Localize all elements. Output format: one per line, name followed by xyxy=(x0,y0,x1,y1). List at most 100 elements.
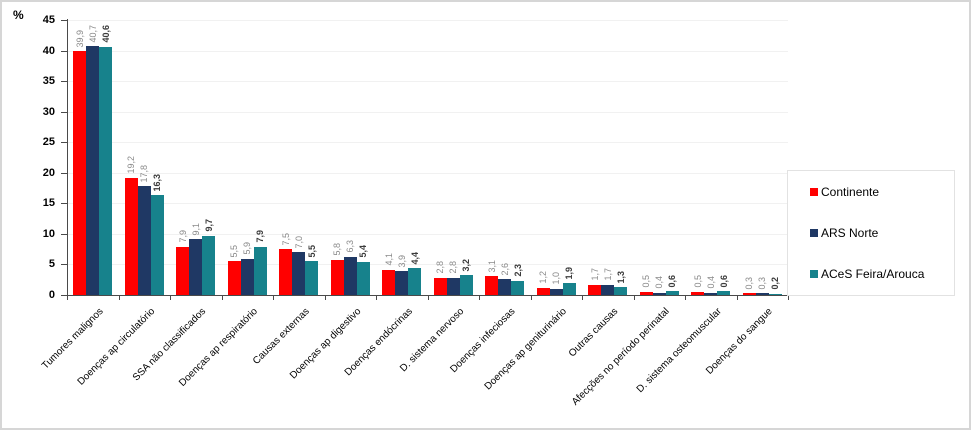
gridline xyxy=(68,172,788,174)
y-axis-tick xyxy=(61,50,67,52)
bar xyxy=(485,276,499,295)
y-axis-unit-label: % xyxy=(13,8,24,22)
x-axis-tick xyxy=(633,295,635,300)
bar xyxy=(768,293,782,295)
y-axis-tick xyxy=(61,20,67,21)
bar xyxy=(459,275,473,295)
x-axis-tick xyxy=(788,295,789,300)
bar xyxy=(511,280,525,295)
gridline xyxy=(68,264,788,266)
bar xyxy=(150,195,164,295)
x-axis-tick xyxy=(376,295,377,300)
category-label-text: Afecções no período perinatal xyxy=(570,306,673,408)
bar xyxy=(601,284,615,295)
bar xyxy=(562,283,576,295)
y-axis-tick-label: 20 xyxy=(42,166,55,179)
legend-item: ACeS Feira/Arouca xyxy=(810,267,954,281)
legend: Continente ARS Norte ACeS Feira/Arouca xyxy=(787,170,955,296)
bar xyxy=(433,277,447,295)
y-axis-tick xyxy=(61,172,67,174)
x-axis-tick xyxy=(67,295,68,300)
bar xyxy=(176,246,190,295)
bar xyxy=(253,246,267,295)
legend-item: Continente xyxy=(810,185,954,199)
bar xyxy=(652,292,666,295)
y-axis-tick xyxy=(61,295,67,296)
bar xyxy=(691,291,705,295)
x-axis-tick xyxy=(170,295,171,300)
legend-marker xyxy=(810,187,818,196)
gridline xyxy=(68,111,788,113)
bar xyxy=(665,291,679,295)
bar xyxy=(382,269,396,295)
x-axis-tick xyxy=(118,295,120,300)
bar xyxy=(189,239,203,295)
bar xyxy=(395,271,409,295)
bar xyxy=(73,51,87,295)
y-axis-tick-label: 15 xyxy=(42,197,55,210)
y-axis-tick xyxy=(61,142,67,144)
gridline xyxy=(68,203,788,205)
bar xyxy=(717,291,731,295)
legend-label: ACeS Feira/Arouca xyxy=(821,267,925,282)
bar xyxy=(446,277,460,295)
y-axis-tick xyxy=(61,233,67,235)
x-axis-tick xyxy=(582,295,583,300)
bar xyxy=(343,256,357,295)
bar xyxy=(305,261,319,295)
gridline xyxy=(68,20,788,21)
y-axis-tick-label: 45 xyxy=(42,14,55,26)
x-axis-tick xyxy=(736,295,738,300)
legend-item: ARS Norte xyxy=(810,226,954,240)
y-axis-tick xyxy=(61,81,67,83)
x-axis-tick xyxy=(530,295,532,300)
category-label-text: D. sistema osteomuscular xyxy=(634,306,724,396)
bar xyxy=(240,258,254,295)
gridline xyxy=(68,233,788,235)
bar xyxy=(588,284,602,295)
legend-marker xyxy=(810,228,818,237)
gridline xyxy=(68,81,788,83)
x-axis-tick xyxy=(324,295,326,300)
y-axis-line xyxy=(67,19,68,296)
bar xyxy=(536,287,550,295)
bar xyxy=(202,235,216,295)
bar xyxy=(292,252,306,295)
bar xyxy=(86,46,100,295)
x-axis-tick xyxy=(221,295,223,300)
x-axis-tick xyxy=(685,295,686,300)
y-axis-tick xyxy=(61,111,67,113)
y-axis-tick xyxy=(61,203,67,205)
bar xyxy=(704,292,718,295)
y-axis-tick-label: 30 xyxy=(42,105,55,118)
gridline xyxy=(68,50,788,52)
y-axis-tick-label: 10 xyxy=(42,227,55,240)
legend-label: ARS Norte xyxy=(821,225,879,240)
category-label-text: Outras causas xyxy=(567,306,621,360)
bar xyxy=(549,288,563,295)
bar xyxy=(356,262,370,295)
bar xyxy=(498,279,512,295)
bar xyxy=(227,261,241,295)
bar xyxy=(639,291,653,295)
bar xyxy=(99,46,113,295)
bar xyxy=(408,268,422,295)
y-axis-tick xyxy=(61,264,67,266)
x-axis-tick xyxy=(479,295,480,300)
bar xyxy=(614,287,628,295)
y-axis-tick-label: 5 xyxy=(48,258,55,271)
gridline xyxy=(68,142,788,144)
y-axis-tick-label: 25 xyxy=(42,136,55,149)
bar xyxy=(755,293,769,295)
bar xyxy=(279,249,293,295)
legend-label: Continente xyxy=(821,184,880,199)
y-axis-tick-label: 40 xyxy=(42,44,55,57)
bar xyxy=(330,259,344,295)
x-axis-tick xyxy=(427,295,429,300)
y-axis-tick-label: 35 xyxy=(42,75,55,88)
